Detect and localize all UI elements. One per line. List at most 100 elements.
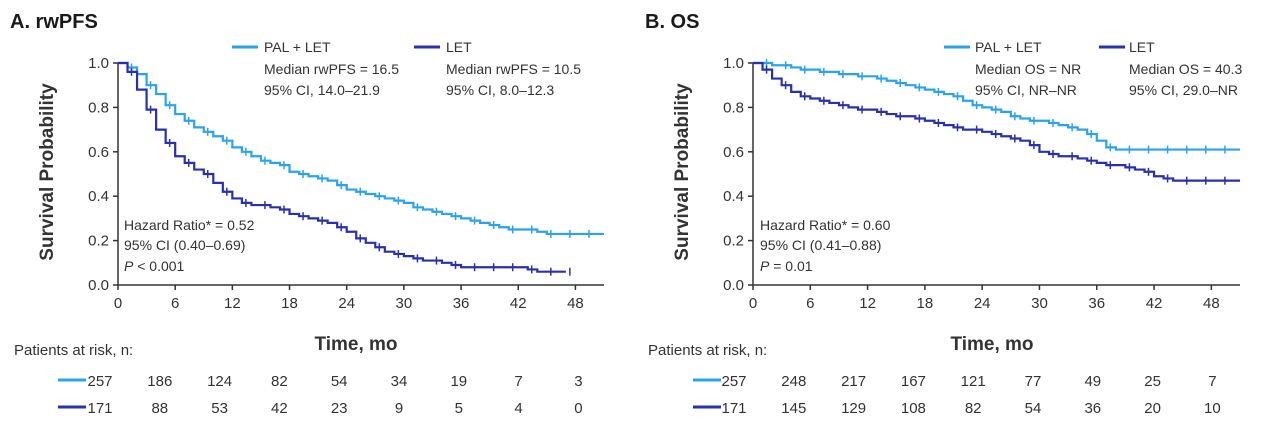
panel-a-xlabel: Time, mo xyxy=(314,334,397,355)
at-risk-count: 0 xyxy=(574,400,582,417)
x-tick-label: 36 xyxy=(453,295,470,312)
at-risk-count: 54 xyxy=(331,373,348,390)
y-tick-label: 0.2 xyxy=(723,233,744,250)
legend-pal-let-median: Median rwPFS = 16.5 xyxy=(264,61,399,77)
legend-pal-let-median: Median OS = NR xyxy=(975,61,1081,77)
y-tick-label: 0.8 xyxy=(723,99,744,116)
legend-pal-let-ci: 95% CI, 14.0–21.9 xyxy=(264,82,380,98)
legend-let-ci: 95% CI, 29.0–NR xyxy=(1129,82,1238,98)
panel-a-ylabel: Survival Probability xyxy=(37,83,58,261)
legend-let-label: LET xyxy=(446,39,472,55)
x-tick-label: 24 xyxy=(974,295,991,312)
at-risk-count: 257 xyxy=(87,373,112,390)
hazard-ratio-text: Hazard Ratio* = 0.52 xyxy=(124,217,255,233)
at-risk-count: 34 xyxy=(391,373,408,390)
at-risk-count: 167 xyxy=(901,373,926,390)
hr-ci-text: 95% CI (0.40–0.69) xyxy=(124,237,245,253)
at-risk-label: Patients at risk, n: xyxy=(14,342,133,359)
x-tick-label: 30 xyxy=(396,295,413,312)
legend-let-median: Median OS = 40.3 xyxy=(1129,61,1242,77)
at-risk-count: 42 xyxy=(271,400,288,417)
legend-let-ci: 95% CI, 8.0–12.3 xyxy=(446,82,554,98)
y-tick-label: 0.0 xyxy=(723,277,744,294)
x-tick-label: 6 xyxy=(806,295,814,312)
at-risk-count: 82 xyxy=(271,373,288,390)
at-risk-count: 53 xyxy=(211,400,228,417)
legend-let-median: Median rwPFS = 10.5 xyxy=(446,61,581,77)
at-risk-count: 77 xyxy=(1025,373,1042,390)
x-tick-label: 48 xyxy=(567,295,584,312)
y-tick-label: 0.6 xyxy=(88,144,109,161)
x-tick-label: 48 xyxy=(1203,295,1220,312)
at-risk-count: 4 xyxy=(514,400,522,417)
x-tick-label: 6 xyxy=(171,295,179,312)
legend-pal-let-label: PAL + LET xyxy=(264,39,331,55)
at-risk-count: 54 xyxy=(1025,400,1042,417)
y-tick-label: 0.0 xyxy=(88,277,109,294)
x-tick-label: 30 xyxy=(1031,295,1048,312)
x-tick-label: 18 xyxy=(281,295,298,312)
panel-a-title: A. rwPFS xyxy=(10,11,98,33)
legend-let-label: LET xyxy=(1129,39,1155,55)
km-curve-pal-let xyxy=(118,61,604,236)
y-tick-label: 1.0 xyxy=(723,55,744,72)
x-tick-label: 42 xyxy=(1146,295,1163,312)
x-tick-label: 24 xyxy=(338,295,355,312)
at-risk-count: 25 xyxy=(1144,373,1161,390)
at-risk-count: 186 xyxy=(147,373,172,390)
km-curve-let xyxy=(118,61,566,273)
panel-a: A. rwPFS Survival Probability Time, mo P… xyxy=(10,11,581,409)
at-risk-count: 145 xyxy=(781,400,806,417)
at-risk-label: Patients at risk, n: xyxy=(648,342,767,359)
x-tick-label: 0 xyxy=(114,295,122,312)
at-risk-count: 7 xyxy=(514,373,522,390)
at-risk-count: 5 xyxy=(455,400,463,417)
at-risk-count: 129 xyxy=(841,400,866,417)
x-tick-label: 36 xyxy=(1088,295,1105,312)
hr-ci-text: 95% CI (0.41–0.88) xyxy=(760,237,881,253)
x-tick-label: 0 xyxy=(749,295,757,312)
at-risk-count: 248 xyxy=(781,373,806,390)
at-risk-count: 23 xyxy=(331,400,348,417)
p-value-text: P < 0.001 xyxy=(124,258,185,274)
at-risk-count: 82 xyxy=(965,400,982,417)
at-risk-count: 257 xyxy=(721,373,746,390)
panel-b-title: B. OS xyxy=(645,11,699,33)
at-risk-count: 88 xyxy=(151,400,168,417)
panel-b-ylabel: Survival Probability xyxy=(672,83,693,261)
y-tick-label: 0.6 xyxy=(723,144,744,161)
at-risk-count: 20 xyxy=(1144,400,1161,417)
x-tick-label: 12 xyxy=(224,295,241,312)
y-tick-label: 0.8 xyxy=(88,99,109,116)
hazard-ratio-text: Hazard Ratio* = 0.60 xyxy=(760,217,891,233)
p-value-text: P = 0.01 xyxy=(760,258,813,274)
x-tick-label: 42 xyxy=(510,295,527,312)
at-risk-count: 9 xyxy=(395,400,403,417)
panel-b-xlabel: Time, mo xyxy=(950,334,1033,355)
at-risk-count: 36 xyxy=(1084,400,1101,417)
at-risk-count: 124 xyxy=(207,373,232,390)
at-risk-count: 3 xyxy=(574,373,582,390)
x-tick-label: 18 xyxy=(917,295,934,312)
at-risk-count: 217 xyxy=(841,373,866,390)
km-curve-let xyxy=(753,61,1240,182)
y-tick-label: 0.4 xyxy=(723,188,744,205)
panel-b: B. OS Survival Probability Time, mo PAL … xyxy=(645,11,1242,409)
at-risk-count: 108 xyxy=(901,400,926,417)
legend-pal-let-label: PAL + LET xyxy=(975,39,1042,55)
at-risk-count: 49 xyxy=(1084,373,1101,390)
at-risk-count: 171 xyxy=(87,400,112,417)
at-risk-count: 10 xyxy=(1204,400,1221,417)
at-risk-count: 19 xyxy=(450,373,467,390)
at-risk-count: 121 xyxy=(961,373,986,390)
km-curve-pal-let xyxy=(753,61,1240,151)
y-tick-label: 1.0 xyxy=(88,55,109,72)
legend-pal-let-ci: 95% CI, NR–NR xyxy=(975,82,1077,98)
at-risk-count: 7 xyxy=(1208,373,1216,390)
x-tick-label: 12 xyxy=(859,295,876,312)
y-tick-label: 0.2 xyxy=(88,233,109,250)
y-tick-label: 0.4 xyxy=(88,188,109,205)
